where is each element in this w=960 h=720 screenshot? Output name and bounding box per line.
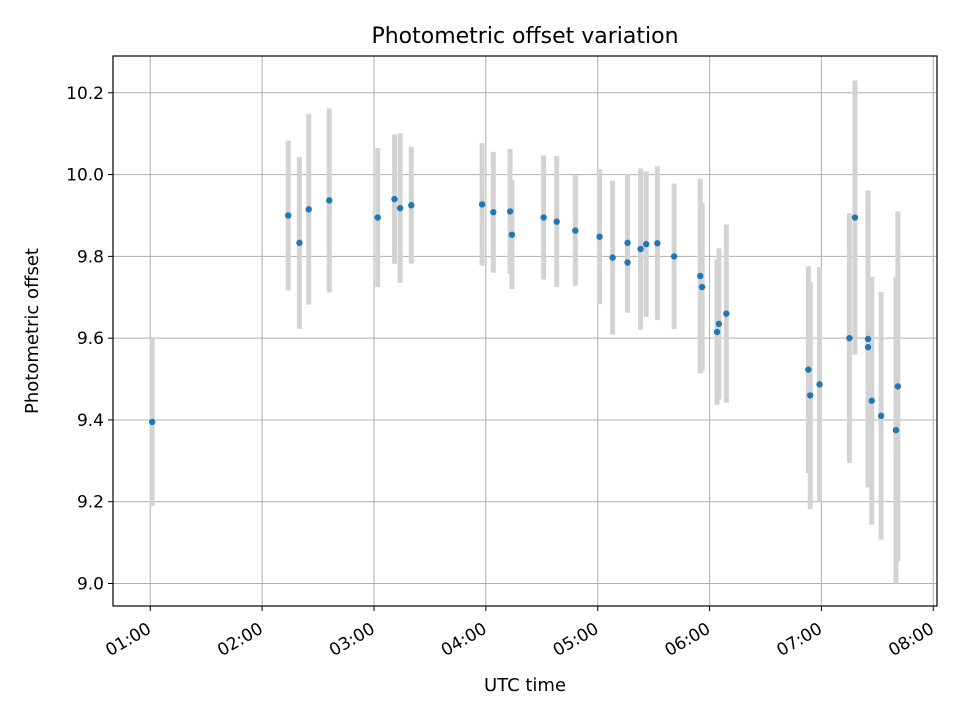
data-point bbox=[846, 334, 853, 342]
data-point bbox=[894, 383, 902, 390]
y-tick-label: 9.4 bbox=[77, 411, 104, 431]
y-tick-label: 9.2 bbox=[77, 493, 104, 513]
data-point bbox=[723, 310, 730, 317]
data-point bbox=[864, 343, 872, 351]
data-point bbox=[540, 214, 547, 221]
data-point bbox=[624, 239, 631, 247]
data-point bbox=[892, 426, 900, 434]
grid bbox=[113, 56, 937, 606]
data-point bbox=[408, 202, 415, 209]
data-point bbox=[864, 335, 872, 343]
y-axis-label: Photometric offset bbox=[22, 248, 43, 414]
data-point bbox=[148, 418, 156, 426]
y-tick-label: 9.6 bbox=[77, 329, 104, 349]
data-point bbox=[851, 214, 859, 221]
data-point bbox=[816, 381, 823, 388]
data-point bbox=[478, 201, 486, 208]
data-point bbox=[508, 231, 516, 238]
data-point bbox=[326, 197, 333, 204]
data-point bbox=[642, 240, 650, 248]
data-point bbox=[396, 204, 404, 212]
y-tick-label: 10.2 bbox=[66, 84, 104, 104]
x-axis-label: UTC time bbox=[484, 675, 566, 696]
data-point bbox=[553, 218, 560, 225]
data-point bbox=[506, 208, 514, 215]
data-point bbox=[713, 328, 721, 336]
data-point bbox=[490, 209, 497, 216]
y-tick-label: 9.8 bbox=[77, 247, 104, 267]
data-point bbox=[698, 283, 706, 291]
data-point bbox=[670, 253, 678, 260]
y-tick-label: 10.0 bbox=[66, 166, 104, 186]
data-point bbox=[285, 212, 292, 219]
chart-title: Photometric offset variation bbox=[371, 24, 678, 49]
data-point bbox=[715, 320, 723, 328]
data-point bbox=[305, 206, 312, 213]
y-tick-label: 9.0 bbox=[77, 575, 104, 595]
y-axis-ticks: 9.0 9.2 9.4 9.6 9.8 10.0 10.2 bbox=[66, 84, 113, 595]
data-point bbox=[877, 412, 885, 420]
plot-frame bbox=[112, 55, 938, 607]
data-point bbox=[391, 195, 398, 203]
data-point bbox=[596, 233, 603, 240]
data-point bbox=[637, 245, 644, 253]
data-point bbox=[868, 397, 875, 404]
data-points bbox=[148, 195, 902, 434]
data-point bbox=[572, 227, 579, 234]
data-point bbox=[374, 214, 381, 221]
data-point bbox=[296, 239, 303, 247]
data-point bbox=[697, 272, 704, 280]
data-point bbox=[609, 254, 616, 261]
data-point bbox=[654, 240, 661, 247]
data-point bbox=[807, 392, 814, 399]
data-point bbox=[805, 366, 812, 373]
data-point bbox=[624, 259, 631, 266]
